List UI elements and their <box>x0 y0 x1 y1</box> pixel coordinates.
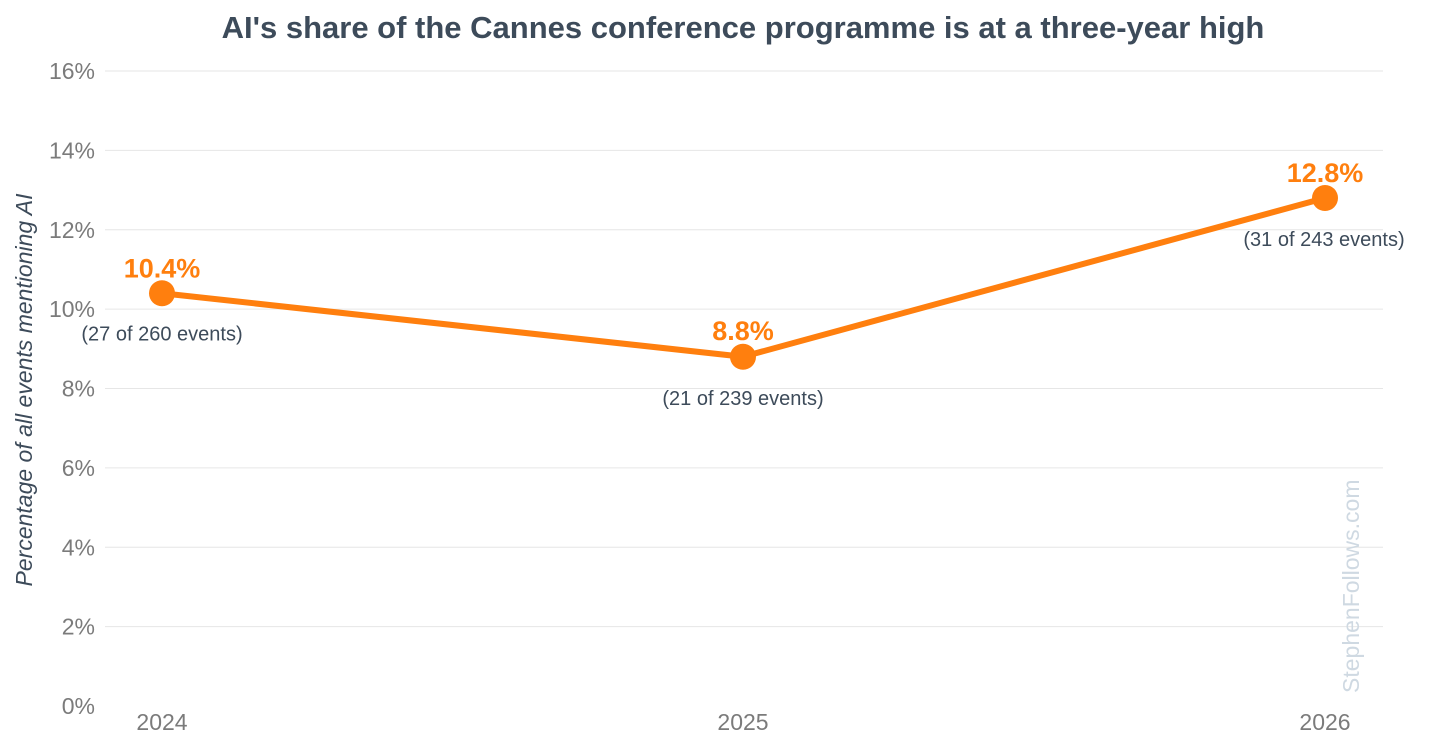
y-tick-label: 4% <box>62 534 95 560</box>
x-tick-label: 2025 <box>717 709 768 735</box>
event-count-label: (27 of 260 events) <box>81 323 242 345</box>
x-axis-ticks: 2024 2025 2026 <box>136 709 1350 735</box>
data-point <box>730 343 756 370</box>
y-axis-ticks: 0% 2% 4% 6% 8% 10% 12% 14% 16% <box>49 58 95 719</box>
data-labels: 10.4% (27 of 260 events) 8.8% (21 of 239 ev… <box>81 158 1404 410</box>
event-count-label: (31 of 243 events) <box>1243 229 1404 251</box>
series-ai-share <box>149 185 1338 370</box>
value-label: 10.4% <box>124 253 201 283</box>
y-tick-label: 2% <box>62 614 95 640</box>
y-tick-label: 16% <box>49 58 95 84</box>
x-tick-label: 2026 <box>1299 709 1350 735</box>
value-label: 12.8% <box>1287 158 1364 188</box>
y-axis-label: Percentage of all events mentioning AI <box>11 193 37 587</box>
data-point <box>149 280 175 307</box>
watermark: StephenFollows.com <box>1338 480 1364 694</box>
chart-title: AI's share of the Cannes conference prog… <box>222 10 1265 45</box>
y-tick-label: 10% <box>49 296 95 322</box>
data-point <box>1312 185 1338 211</box>
y-tick-label: 6% <box>62 455 95 481</box>
value-label: 8.8% <box>712 316 774 346</box>
event-count-label: (21 of 239 events) <box>662 388 823 410</box>
y-tick-label: 0% <box>62 693 95 719</box>
y-tick-label: 8% <box>62 376 95 402</box>
y-tick-label: 14% <box>49 137 95 163</box>
y-tick-label: 12% <box>49 217 95 243</box>
x-tick-label: 2024 <box>136 709 187 735</box>
